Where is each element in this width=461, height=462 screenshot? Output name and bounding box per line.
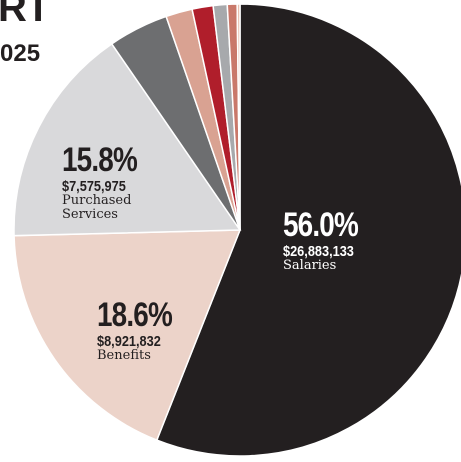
slice-label: 56.0% $26,883,133 Salaries <box>283 206 374 274</box>
percent-label: 15.8% <box>62 141 138 179</box>
slice-label: 15.8% $7,575,975 Purchased Services <box>62 141 153 223</box>
amount-label: $7,575,975 <box>62 177 126 195</box>
chart-subtitle: 025 <box>0 40 41 67</box>
pie-slice <box>155 3 461 457</box>
pie-slice <box>13 229 242 442</box>
percent-label: 56.0% <box>283 206 359 244</box>
amount-label: $8,921,832 <box>97 332 161 350</box>
slice-label: 18.6% $8,921,832 Benefits <box>97 296 188 364</box>
percent-label: 18.6% <box>97 296 173 334</box>
category-label: Salaries <box>283 258 337 274</box>
amount-label: $26,883,133 <box>283 242 354 260</box>
chart-title: RT <box>0 0 50 30</box>
pie-slice <box>13 42 242 237</box>
category-label: Purchased Services <box>62 193 132 223</box>
category-label: Benefits <box>97 348 151 364</box>
pie-slice <box>236 3 241 231</box>
